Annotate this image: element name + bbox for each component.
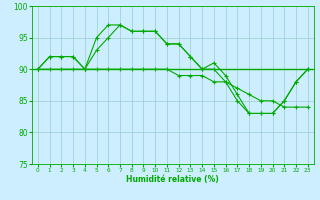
X-axis label: Humidité relative (%): Humidité relative (%)	[126, 175, 219, 184]
